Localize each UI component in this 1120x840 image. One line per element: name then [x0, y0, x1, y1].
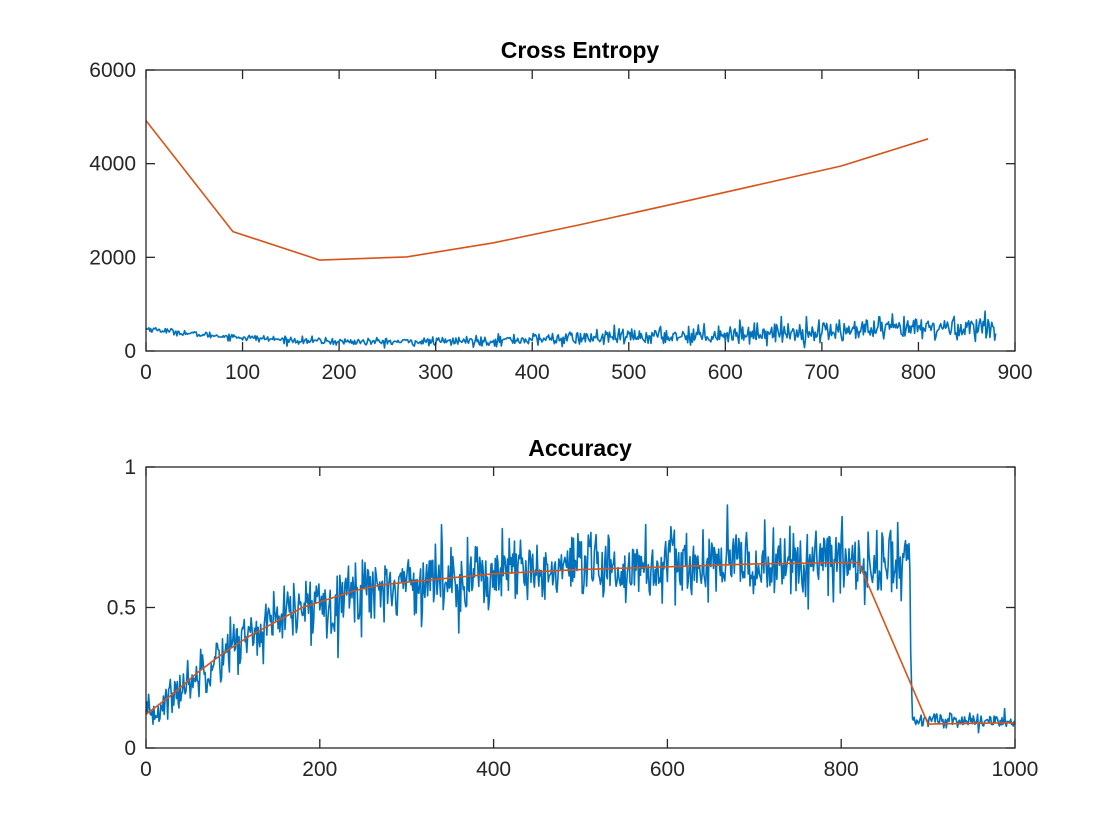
- cross-entropy-plot: Cross Entropy 0 100 200 300 400 500 600 700 800 9…: [89, 37, 1032, 384]
- tick-label-layer: 0 100 200 300 400 500 600 700 800 900 0 2000 4000 600…: [89, 59, 1032, 384]
- tick-label-layer: 0 200 400 600 800 1000 0 0.5 1: [107, 456, 1039, 781]
- series-layer: [145, 120, 997, 349]
- y-tick-label: 4000: [89, 153, 136, 176]
- x-tick-label: 200: [322, 361, 357, 384]
- y-tick-label: 1: [124, 456, 136, 479]
- y-tick-label: 0.5: [107, 597, 136, 620]
- x-tick-label: 400: [515, 361, 550, 384]
- x-tick-label: 1000: [992, 758, 1039, 781]
- series-line-1: [145, 504, 1016, 734]
- x-tick-label: 600: [650, 758, 685, 781]
- y-tick-label: 0: [124, 340, 136, 363]
- y-tick-label: 0: [124, 737, 136, 760]
- x-tick-label: 0: [140, 361, 152, 384]
- y-tick-label: 2000: [89, 246, 136, 269]
- accuracy-plot: Accuracy 0 200 400 600 800 1000 0 0.5 1: [107, 435, 1039, 781]
- axes-box: [145, 466, 1016, 749]
- x-tick-label: 100: [225, 361, 260, 384]
- series-line-1: [145, 310, 997, 349]
- x-tick-label: 300: [418, 361, 453, 384]
- chart-title: Cross Entropy: [501, 37, 660, 63]
- series-layer: [145, 504, 1016, 734]
- x-tick-label: 700: [804, 361, 839, 384]
- y-tick-label: 6000: [89, 59, 136, 82]
- series-line-2: [145, 120, 929, 261]
- x-tick-label: 200: [302, 758, 337, 781]
- x-tick-label: 900: [997, 361, 1032, 384]
- x-tick-label: 400: [476, 758, 511, 781]
- x-tick-label: 500: [611, 361, 646, 384]
- x-tick-label: 0: [140, 758, 152, 781]
- x-tick-label: 800: [824, 758, 859, 781]
- x-tick-label: 600: [708, 361, 743, 384]
- axes-box: [145, 69, 1016, 352]
- x-tick-label: 800: [901, 361, 936, 384]
- chart-title: Accuracy: [528, 435, 632, 461]
- series-line-2: [145, 561, 1016, 725]
